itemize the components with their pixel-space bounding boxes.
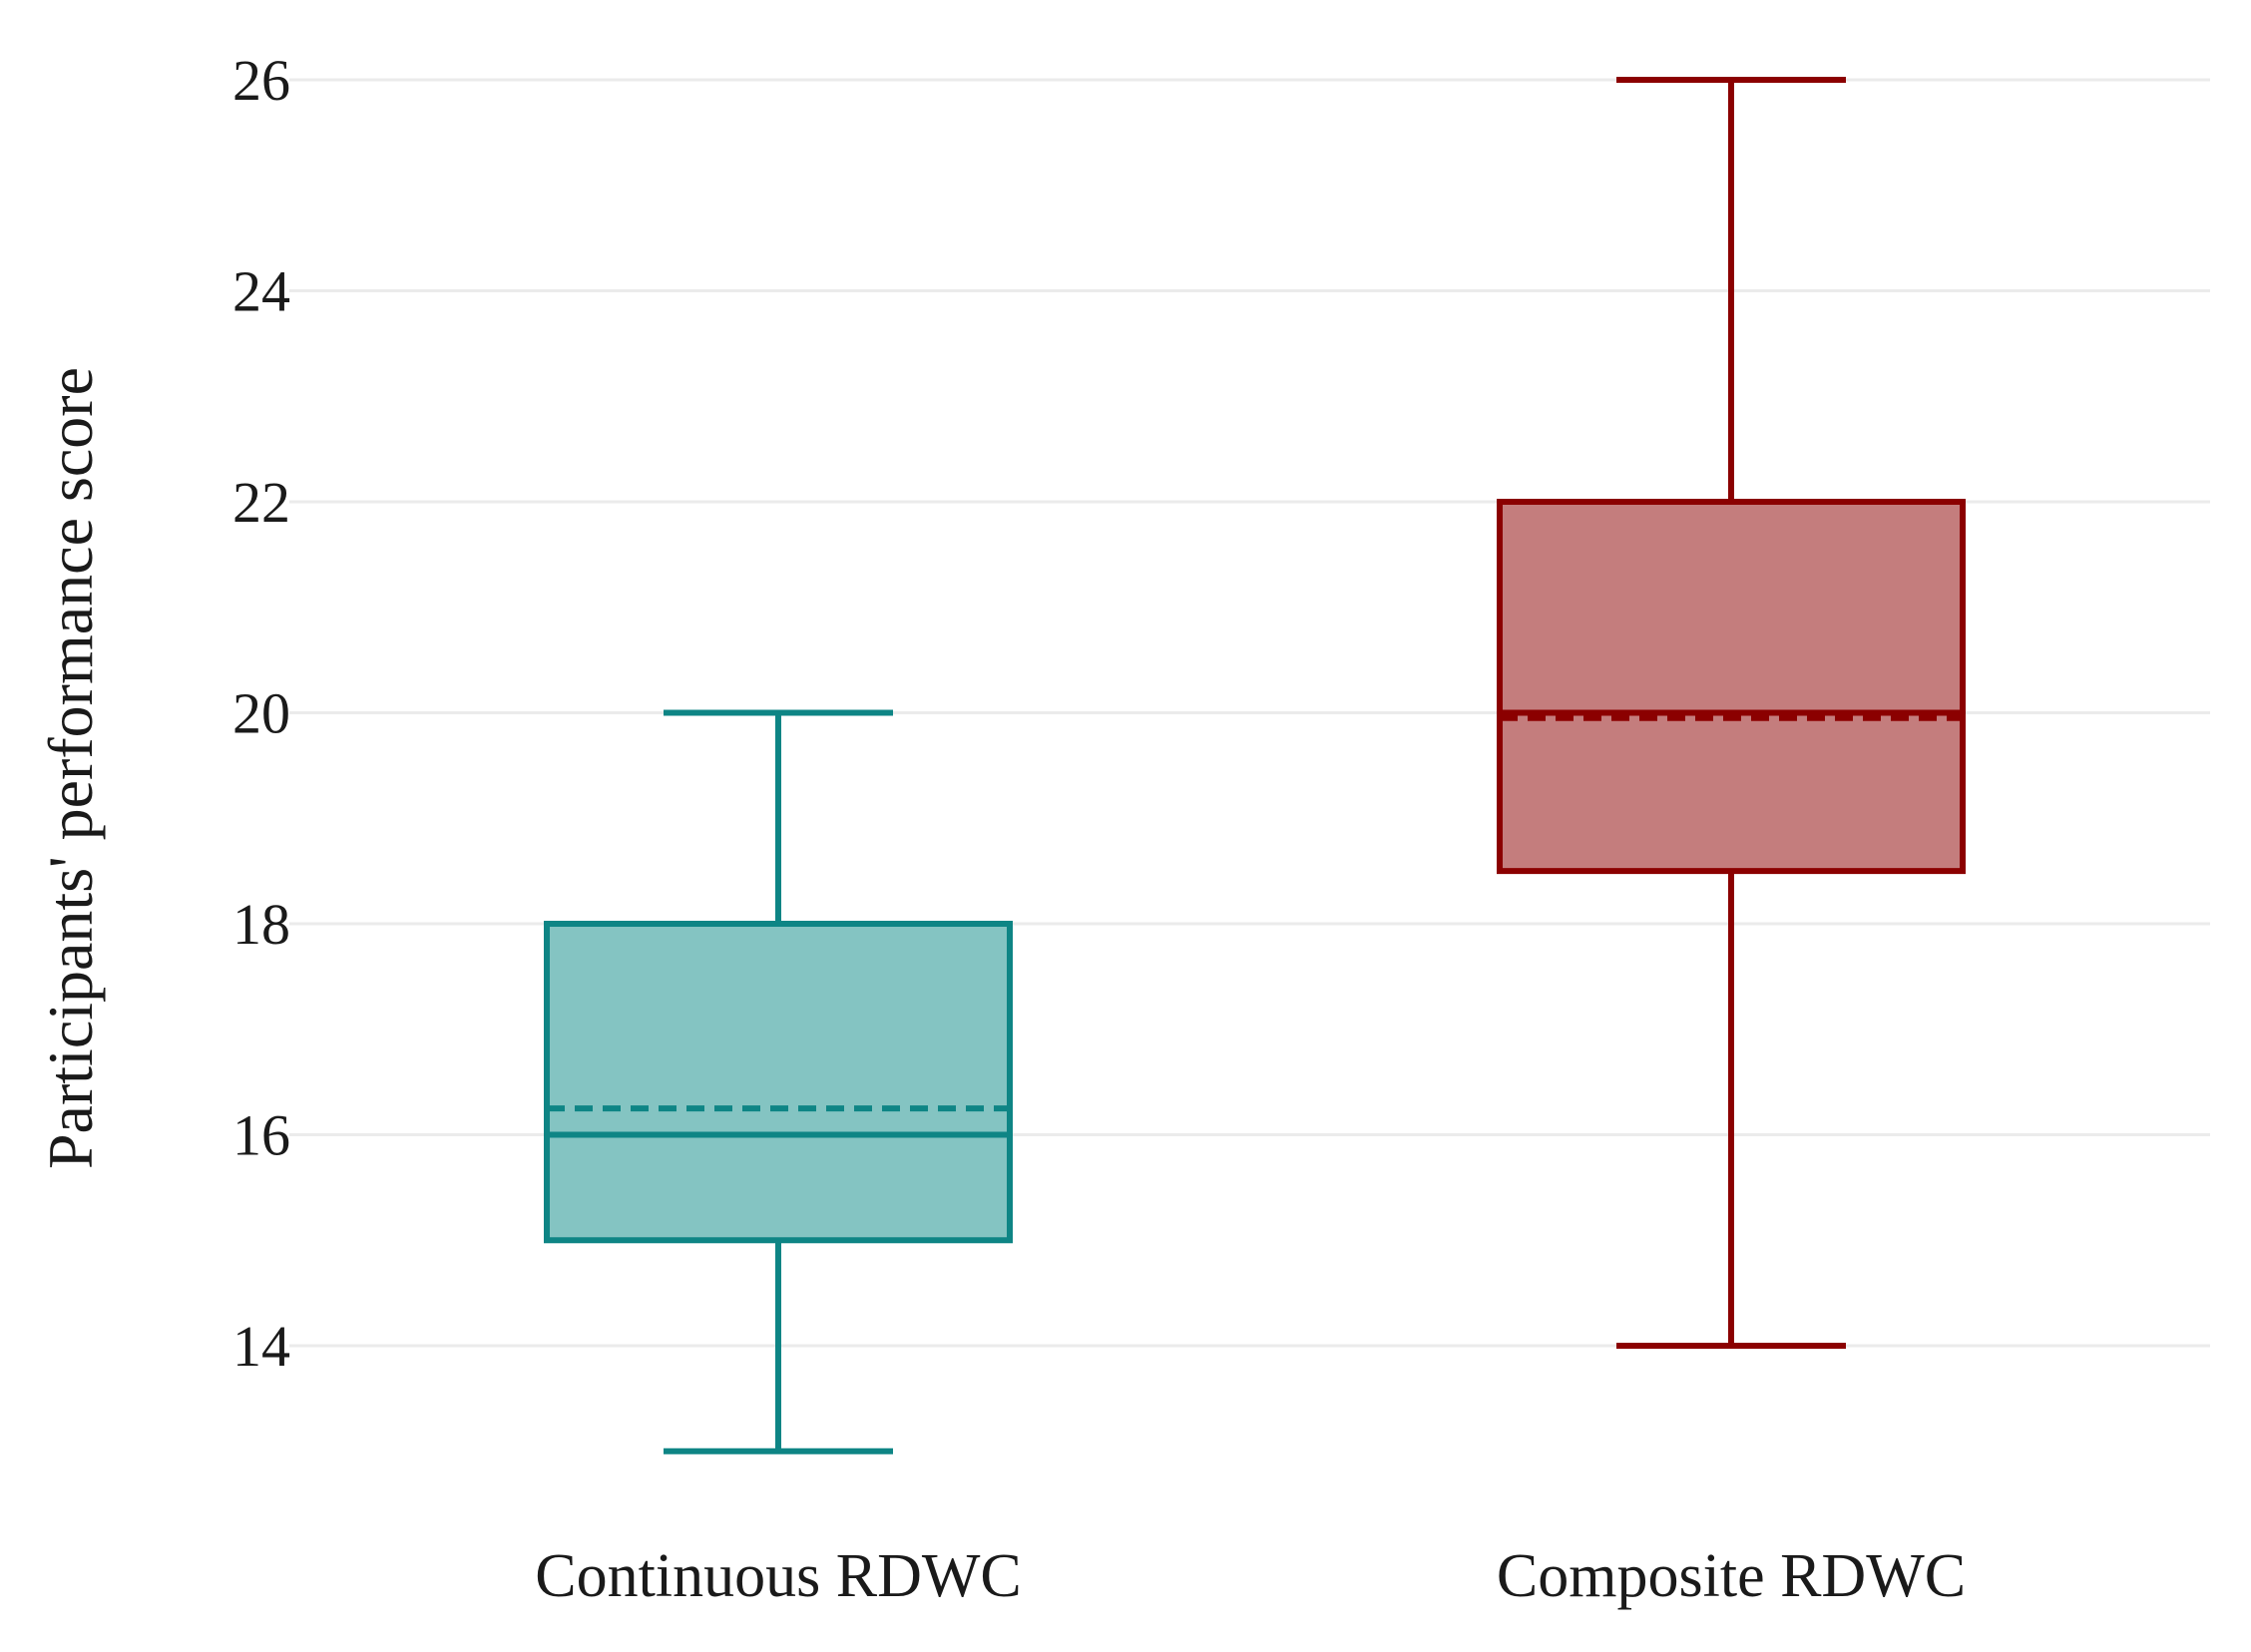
x-category-label: Composite RDWC [1497, 1542, 1966, 1610]
iqr-box [544, 921, 1013, 1244]
y-tick-label: 20 [232, 681, 290, 746]
y-axis-ticks: 14 16 18 20 22 24 26 [232, 48, 290, 1379]
y-tick-label: 14 [232, 1314, 290, 1379]
y-axis-title: Participants' performance score [35, 367, 106, 1169]
y-tick-label: 16 [232, 1103, 290, 1168]
y-tick-label: 26 [232, 48, 290, 113]
box-composite-rdwc [1497, 77, 1966, 1349]
y-tick-label: 24 [232, 259, 290, 324]
x-axis-categories: Continuous RDWC Composite RDWC [535, 1542, 1966, 1610]
box-continuous-rdwc [544, 709, 1013, 1454]
y-tick-label: 22 [232, 470, 290, 535]
x-category-label: Continuous RDWC [535, 1542, 1021, 1610]
iqr-box [1497, 499, 1966, 875]
y-tick-label: 18 [232, 892, 290, 957]
boxes [544, 77, 1966, 1454]
